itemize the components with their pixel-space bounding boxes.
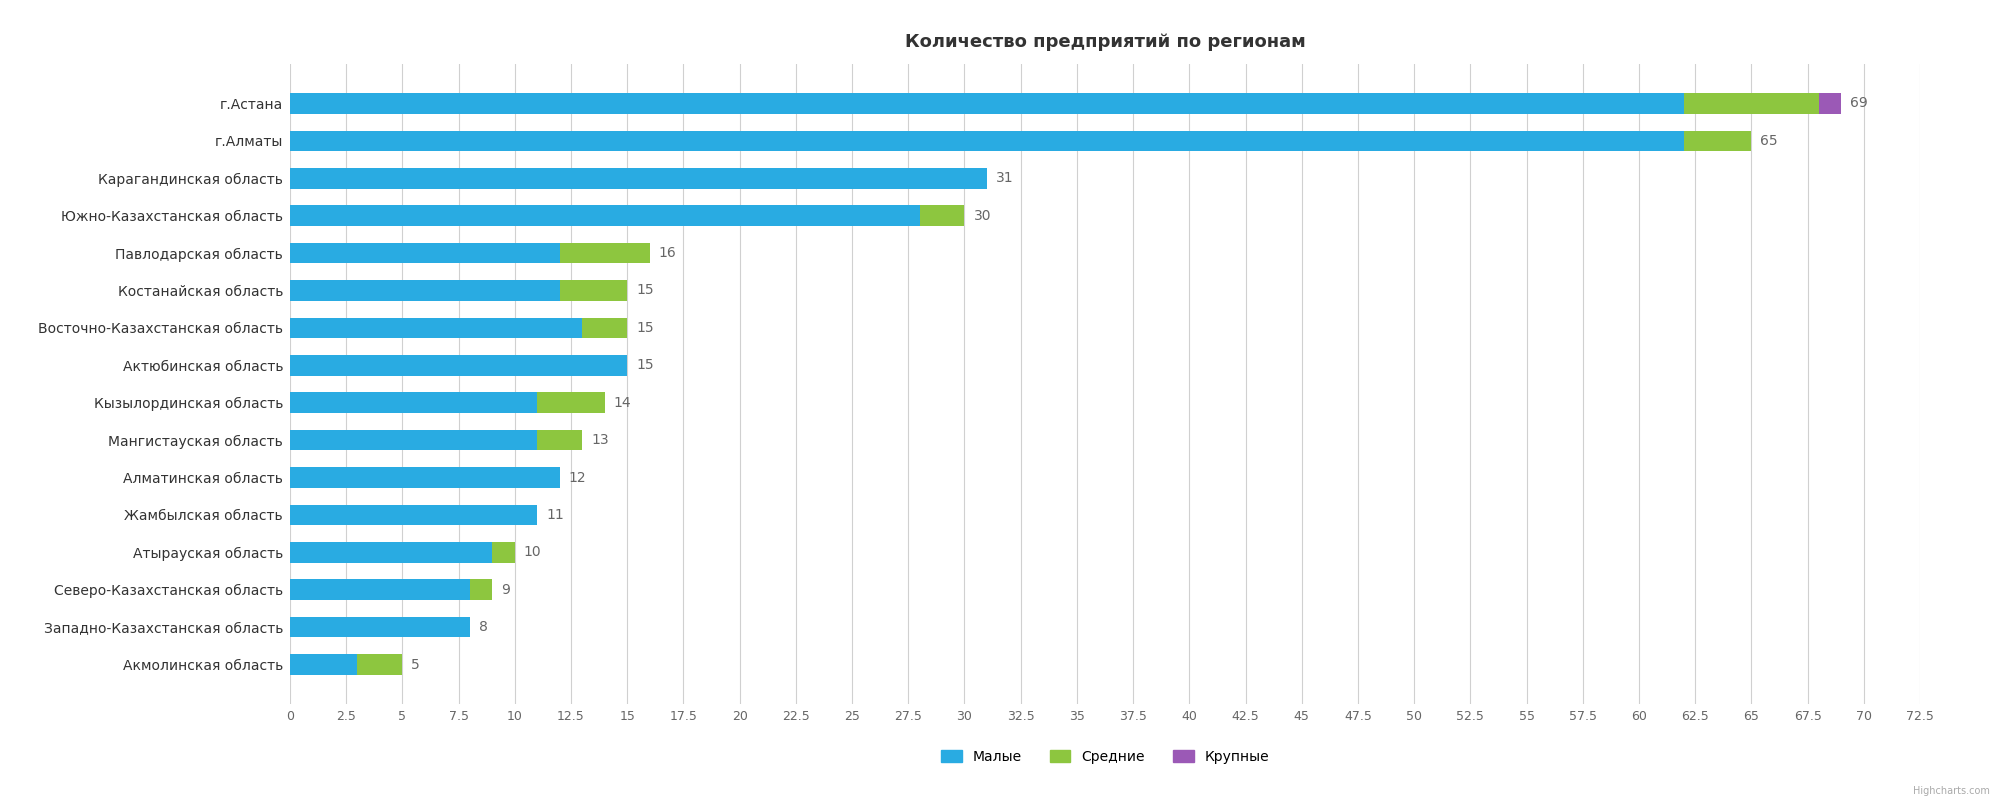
Bar: [290, 355, 628, 375]
Text: 14: 14: [614, 396, 632, 410]
Text: 9: 9: [502, 582, 510, 597]
Bar: [560, 280, 628, 301]
Legend: Малые, Средние, Крупные: Малые, Средние, Крупные: [934, 742, 1276, 770]
Text: 15: 15: [636, 358, 654, 372]
Text: 16: 16: [658, 246, 676, 260]
Bar: [560, 242, 650, 263]
Bar: [538, 430, 582, 450]
Bar: [290, 280, 560, 301]
Text: 5: 5: [412, 658, 420, 672]
Bar: [290, 393, 538, 413]
Text: 8: 8: [478, 620, 488, 634]
Bar: [290, 130, 1684, 151]
Text: 15: 15: [636, 283, 654, 298]
Bar: [538, 393, 604, 413]
Text: 69: 69: [1850, 96, 1868, 110]
Bar: [1684, 130, 1752, 151]
Text: 65: 65: [1760, 134, 1778, 148]
Text: 15: 15: [636, 321, 654, 335]
Text: 13: 13: [592, 433, 608, 447]
Text: Highcharts.com: Highcharts.com: [1914, 786, 1990, 796]
Bar: [290, 467, 560, 488]
Bar: [358, 654, 402, 675]
Bar: [920, 206, 964, 226]
Bar: [582, 318, 628, 338]
Bar: [492, 542, 514, 562]
Bar: [1818, 93, 1842, 114]
Bar: [470, 579, 492, 600]
Text: 11: 11: [546, 508, 564, 522]
Text: 31: 31: [996, 171, 1014, 186]
Bar: [290, 542, 492, 562]
Bar: [290, 579, 470, 600]
Bar: [290, 430, 538, 450]
Bar: [290, 617, 470, 638]
Text: 10: 10: [524, 546, 542, 559]
Text: 30: 30: [974, 209, 990, 222]
Bar: [290, 206, 920, 226]
Bar: [290, 505, 538, 526]
Bar: [290, 93, 1684, 114]
Text: 12: 12: [568, 470, 586, 485]
Title: Количество предприятий по регионам: Количество предприятий по регионам: [904, 34, 1306, 51]
Bar: [290, 654, 358, 675]
Bar: [290, 168, 986, 189]
Bar: [290, 242, 560, 263]
Bar: [1684, 93, 1818, 114]
Bar: [290, 318, 582, 338]
